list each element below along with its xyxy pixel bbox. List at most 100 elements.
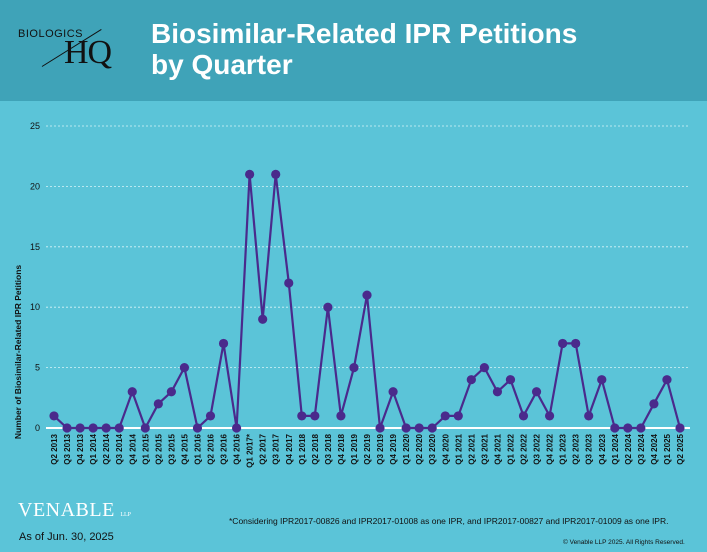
- data-point: [558, 338, 568, 349]
- x-tick-label: Q4 2020: [441, 433, 450, 464]
- data-point: [544, 411, 555, 421]
- x-tick-label: Q2 2024: [624, 433, 633, 464]
- logo-main-text: HQ: [64, 34, 112, 71]
- data-point: [662, 375, 672, 385]
- data-point: [349, 363, 359, 373]
- footnote: *Considering IPR2017-00826 and IPR2017-0…: [229, 516, 669, 526]
- x-tick-label: Q3 2021: [480, 433, 489, 464]
- data-point: [231, 423, 242, 433]
- data-point: [362, 290, 372, 300]
- as-of-date: As of Jun. 30, 2025: [19, 531, 114, 543]
- x-tick-label: Q4 2016: [233, 433, 242, 464]
- data-point: [414, 423, 424, 433]
- x-tick-label: Q4 2021: [493, 433, 502, 464]
- data-point: [114, 423, 124, 433]
- x-tick-label: Q2 2020: [415, 433, 424, 464]
- x-tick-label: Q3 2020: [428, 433, 437, 464]
- biologics-hq-logo: BIOLOGICS HQ: [10, 20, 130, 82]
- x-tick-label: Q1 2021: [454, 433, 463, 464]
- title-line-2: by Quarter: [151, 49, 293, 80]
- x-tick-label: Q3 2022: [533, 433, 542, 464]
- data-point: [388, 387, 398, 397]
- data-point: [323, 302, 333, 312]
- line-chart: 0 5 10 15 20 25 Number of Biosimilar-Related …: [13, 121, 690, 468]
- x-tick-label: Q2 2018: [311, 433, 320, 464]
- data-point: [610, 423, 620, 433]
- x-tick-label: Q3 2017: [272, 433, 281, 464]
- data-point: [192, 423, 203, 433]
- data-point: [518, 411, 529, 421]
- y-axis-label: Number of Biosimilar-Related IPR Petitio…: [13, 265, 23, 440]
- x-tick-label: Q4 2015: [180, 433, 189, 464]
- x-tick-label: Q4 2023: [598, 433, 607, 464]
- x-tick-label: Q2 2016: [207, 433, 216, 464]
- x-tick-label: Q1 2024: [611, 433, 620, 464]
- data-point: [49, 411, 59, 421]
- data-point: [153, 399, 163, 409]
- x-tick-label: Q1 2022: [506, 433, 515, 464]
- x-tick-label: Q3 2015: [167, 433, 176, 464]
- x-axis-ticks: Q2 2013 Q3 2013 Q4 2013 Q1 2014 Q2 2014 Q3 20…: [50, 433, 685, 468]
- y-tick-label: 0: [35, 423, 40, 433]
- data-point: [375, 423, 385, 433]
- logo-top-text: BIOLOGICS: [18, 28, 84, 40]
- x-tick-label: Q2 2015: [154, 433, 163, 464]
- x-tick-label: Q2 2025: [676, 433, 685, 464]
- x-tick-label: Q2 2019: [363, 433, 372, 464]
- x-tick-label: Q2 2017: [259, 433, 268, 464]
- data-point: [62, 423, 72, 433]
- title-line-1: Biosimilar-Related IPR Petitions: [151, 18, 578, 49]
- y-tick-label: 20: [30, 181, 40, 191]
- data-point: [205, 411, 216, 421]
- x-tick-label: Q2 2021: [467, 433, 476, 464]
- x-tick-label: Q1 2015: [141, 433, 150, 464]
- data-point: [401, 423, 411, 433]
- x-tick-label: Q4 2018: [337, 433, 346, 464]
- x-tick-label: Q1 2025: [663, 433, 672, 464]
- data-point: [675, 423, 685, 433]
- y-tick-label: 5: [35, 363, 40, 373]
- data-point: [623, 423, 633, 433]
- data-point: [179, 363, 190, 373]
- data-point: [140, 423, 150, 433]
- data-point: [101, 423, 111, 433]
- x-tick-label: Q1 2014: [89, 433, 98, 464]
- x-tick-label: Q4 2014: [128, 433, 137, 464]
- x-tick-label: Q1 2017*: [246, 433, 255, 468]
- x-tick-label: Q2 2022: [520, 433, 529, 464]
- data-point: [492, 387, 503, 397]
- data-points: [49, 169, 685, 433]
- series-line: [53, 173, 682, 430]
- y-tick-label: 10: [30, 302, 40, 312]
- x-tick-label: Q4 2024: [650, 433, 659, 464]
- data-point: [505, 375, 516, 385]
- data-point: [531, 387, 542, 397]
- x-tick-label: Q2 2023: [572, 433, 581, 464]
- data-point: [649, 399, 659, 409]
- data-point: [571, 338, 581, 349]
- page-title: Biosimilar-Related IPR Petitions by Quar…: [151, 18, 671, 80]
- x-tick-label: Q3 2018: [324, 433, 333, 464]
- x-tick-label: Q3 2016: [220, 433, 229, 464]
- x-tick-label: Q4 2022: [546, 433, 555, 464]
- x-tick-label: Q4 2019: [389, 433, 398, 464]
- x-tick-label: Q1 2020: [402, 433, 411, 464]
- data-point: [271, 169, 281, 179]
- data-point: [88, 423, 98, 433]
- x-tick-label: Q1 2019: [350, 433, 359, 464]
- x-tick-label: Q1 2016: [193, 433, 202, 464]
- y-tick-label: 15: [30, 242, 40, 252]
- copyright: © Venable LLP 2025. All Rights Reserved.: [563, 539, 685, 546]
- x-tick-label: Q3 2014: [115, 433, 124, 464]
- x-tick-label: Q1 2018: [298, 433, 307, 464]
- y-axis-ticks: 0 5 10 15 20 25: [30, 121, 40, 433]
- x-tick-label: Q1 2023: [559, 433, 568, 464]
- data-point: [584, 411, 594, 421]
- data-point: [440, 411, 450, 421]
- data-point: [597, 375, 607, 385]
- x-tick-label: Q4 2013: [76, 433, 85, 464]
- venable-logo: VENABLE LLP: [18, 499, 131, 522]
- data-point: [453, 411, 463, 421]
- data-point: [297, 411, 307, 421]
- data-point: [427, 423, 437, 433]
